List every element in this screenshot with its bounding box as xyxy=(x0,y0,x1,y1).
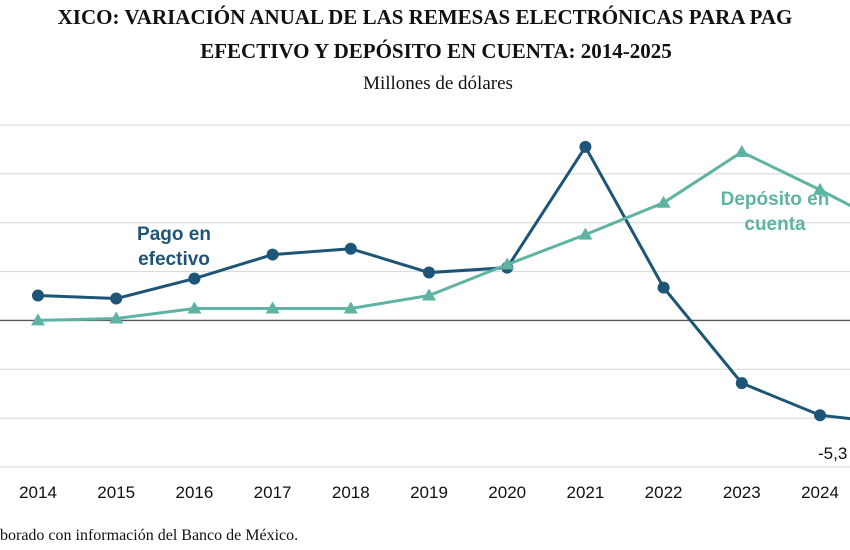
x-tick-label: 2016 xyxy=(175,483,213,502)
point xyxy=(110,292,123,305)
x-tick-label: 2022 xyxy=(645,483,683,502)
point xyxy=(187,301,202,314)
point xyxy=(31,313,45,326)
point xyxy=(188,272,201,285)
point xyxy=(656,195,671,208)
point xyxy=(265,301,280,314)
point xyxy=(578,227,593,240)
x-tick-label: 2018 xyxy=(332,483,370,502)
chart-title: EFECTIVO Y DEPÓSITO EN CUENTA: 2014-2025 xyxy=(200,39,672,63)
point xyxy=(266,248,279,261)
point xyxy=(109,311,124,324)
x-tick-label: 2023 xyxy=(723,483,761,502)
series-line xyxy=(37,143,850,421)
point xyxy=(343,301,358,314)
x-tick-label: 2015 xyxy=(97,483,135,502)
x-tick-label: 2020 xyxy=(488,483,526,502)
point xyxy=(500,257,515,270)
point xyxy=(423,266,435,279)
point xyxy=(32,289,44,302)
chart-subtitle: Millones de dólares xyxy=(363,73,513,94)
point xyxy=(734,144,749,157)
point xyxy=(344,242,357,255)
point xyxy=(422,288,436,301)
series-label: Pago en efectivo xyxy=(137,224,211,270)
point xyxy=(813,182,827,195)
chart-title: XICO: VARIACIÓN ANUAL DE LAS REMESAS ELE… xyxy=(58,5,793,29)
point xyxy=(735,377,748,390)
source-note: borado con información del Banco de Méxi… xyxy=(0,527,298,544)
series-line xyxy=(37,150,850,322)
series-label: Depósito en cuenta xyxy=(720,189,830,235)
x-tick-label: 2021 xyxy=(566,483,604,502)
point xyxy=(814,409,826,422)
x-tick-label: 2017 xyxy=(254,483,292,502)
point xyxy=(579,140,592,153)
point xyxy=(657,281,670,294)
annotation: -5,3 xyxy=(818,444,847,463)
x-tick-label: 2024 xyxy=(801,483,839,502)
x-tick-label: 2014 xyxy=(19,483,57,502)
x-tick-label: 2019 xyxy=(410,483,448,502)
